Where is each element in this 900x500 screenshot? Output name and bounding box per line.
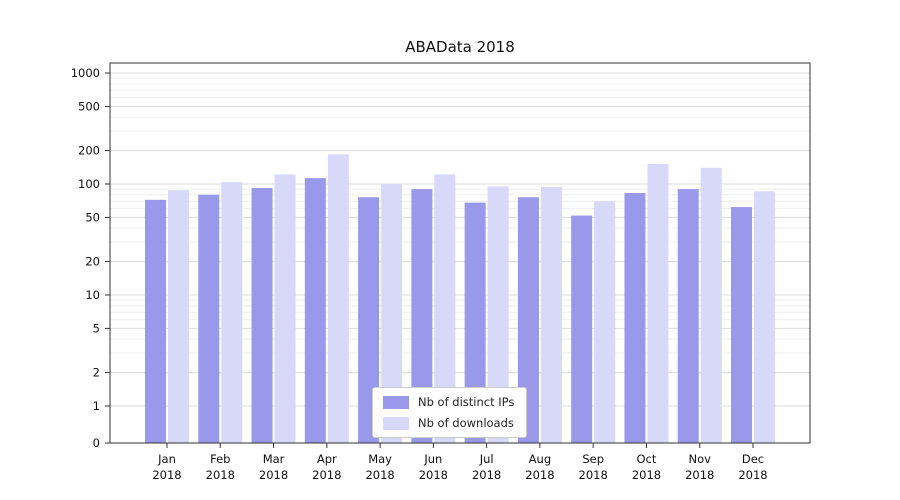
legend-label-downloads: Nb of downloads bbox=[418, 416, 514, 430]
legend-item-distinct-ips: Nb of distinct IPs bbox=[383, 395, 514, 409]
bar-downloads-oct bbox=[647, 163, 669, 443]
x-tick-label-year: 2018 bbox=[579, 468, 608, 482]
x-tick-label-year: 2018 bbox=[419, 468, 448, 482]
x-tick-label-year: 2018 bbox=[525, 468, 554, 482]
x-tick-label-month: Dec bbox=[742, 452, 764, 466]
x-tick-label-year: 2018 bbox=[365, 468, 394, 482]
bar-distinct-ips-oct bbox=[624, 192, 646, 443]
bar-downloads-jul bbox=[487, 186, 509, 443]
bar-downloads-feb bbox=[221, 182, 243, 443]
y-tick-label: 10 bbox=[85, 288, 100, 302]
x-tick-label-year: 2018 bbox=[259, 468, 288, 482]
y-tick-label: 20 bbox=[85, 255, 100, 269]
legend: Nb of distinct IPs Nb of downloads bbox=[372, 387, 528, 438]
bar-distinct-ips-nov bbox=[677, 189, 699, 443]
y-tick-label: 5 bbox=[93, 321, 100, 335]
bar-downloads-apr bbox=[327, 154, 349, 443]
bar-distinct-ips-aug bbox=[517, 197, 539, 443]
x-tick-label-month: Feb bbox=[210, 452, 230, 466]
bar-distinct-ips-jan bbox=[145, 199, 166, 443]
y-tick-label: 50 bbox=[85, 210, 100, 224]
y-tick-label: 1000 bbox=[71, 66, 100, 80]
y-tick-label: 1 bbox=[93, 399, 100, 413]
legend-swatch-distinct-ips bbox=[383, 395, 409, 409]
bar-distinct-ips-jul bbox=[464, 202, 486, 443]
legend-item-downloads: Nb of downloads bbox=[383, 416, 514, 430]
legend-swatch-downloads bbox=[383, 416, 409, 430]
x-tick-label-year: 2018 bbox=[738, 468, 767, 482]
bar-distinct-ips-feb bbox=[198, 194, 220, 443]
x-tick-label-year: 2018 bbox=[152, 468, 181, 482]
axis-frame bbox=[109, 62, 811, 444]
bar-downloads-may bbox=[381, 184, 403, 443]
bar-distinct-ips-sep bbox=[571, 215, 593, 443]
x-tick-label-month: Oct bbox=[637, 452, 657, 466]
bar-distinct-ips-mar bbox=[251, 188, 273, 443]
y-tick-label: 200 bbox=[78, 144, 100, 158]
x-tick-label-month: May bbox=[368, 452, 392, 466]
y-tick-label: 100 bbox=[78, 177, 100, 191]
legend-label-distinct-ips: Nb of distinct IPs bbox=[418, 395, 515, 409]
x-tick-label-month: Nov bbox=[689, 452, 712, 466]
x-tick-label-year: 2018 bbox=[312, 468, 341, 482]
bar-downloads-mar bbox=[274, 174, 296, 443]
x-tick-label-month: Jan bbox=[157, 452, 176, 466]
x-tick-label-year: 2018 bbox=[632, 468, 661, 482]
x-tick-label-month: Aug bbox=[529, 452, 551, 466]
bar-downloads-jan bbox=[168, 190, 189, 443]
chart-title: ABAData 2018 bbox=[405, 38, 515, 56]
bar-downloads-dec bbox=[754, 191, 775, 443]
bar-distinct-ips-dec bbox=[731, 207, 752, 443]
x-tick-label-year: 2018 bbox=[206, 468, 235, 482]
y-tick-label: 2 bbox=[93, 366, 100, 380]
x-tick-label-year: 2018 bbox=[472, 468, 501, 482]
bar-distinct-ips-apr bbox=[304, 178, 326, 444]
x-tick-label-month: Jul bbox=[479, 452, 494, 466]
x-tick-label-month: Jun bbox=[423, 452, 442, 466]
x-tick-label-month: Sep bbox=[582, 452, 604, 466]
bar-downloads-nov bbox=[700, 167, 722, 443]
bar-distinct-ips-jun bbox=[411, 189, 433, 443]
x-tick-label-month: Mar bbox=[263, 452, 285, 466]
x-tick-label-year: 2018 bbox=[685, 468, 714, 482]
x-tick-label-month: Apr bbox=[317, 452, 337, 466]
bar-downloads-aug bbox=[540, 186, 562, 444]
bar-downloads-jun bbox=[434, 174, 456, 443]
bar-distinct-ips-may bbox=[358, 197, 380, 443]
y-tick-label: 0 bbox=[93, 436, 100, 450]
bar-downloads-sep bbox=[594, 201, 616, 443]
y-tick-label: 500 bbox=[78, 99, 100, 113]
